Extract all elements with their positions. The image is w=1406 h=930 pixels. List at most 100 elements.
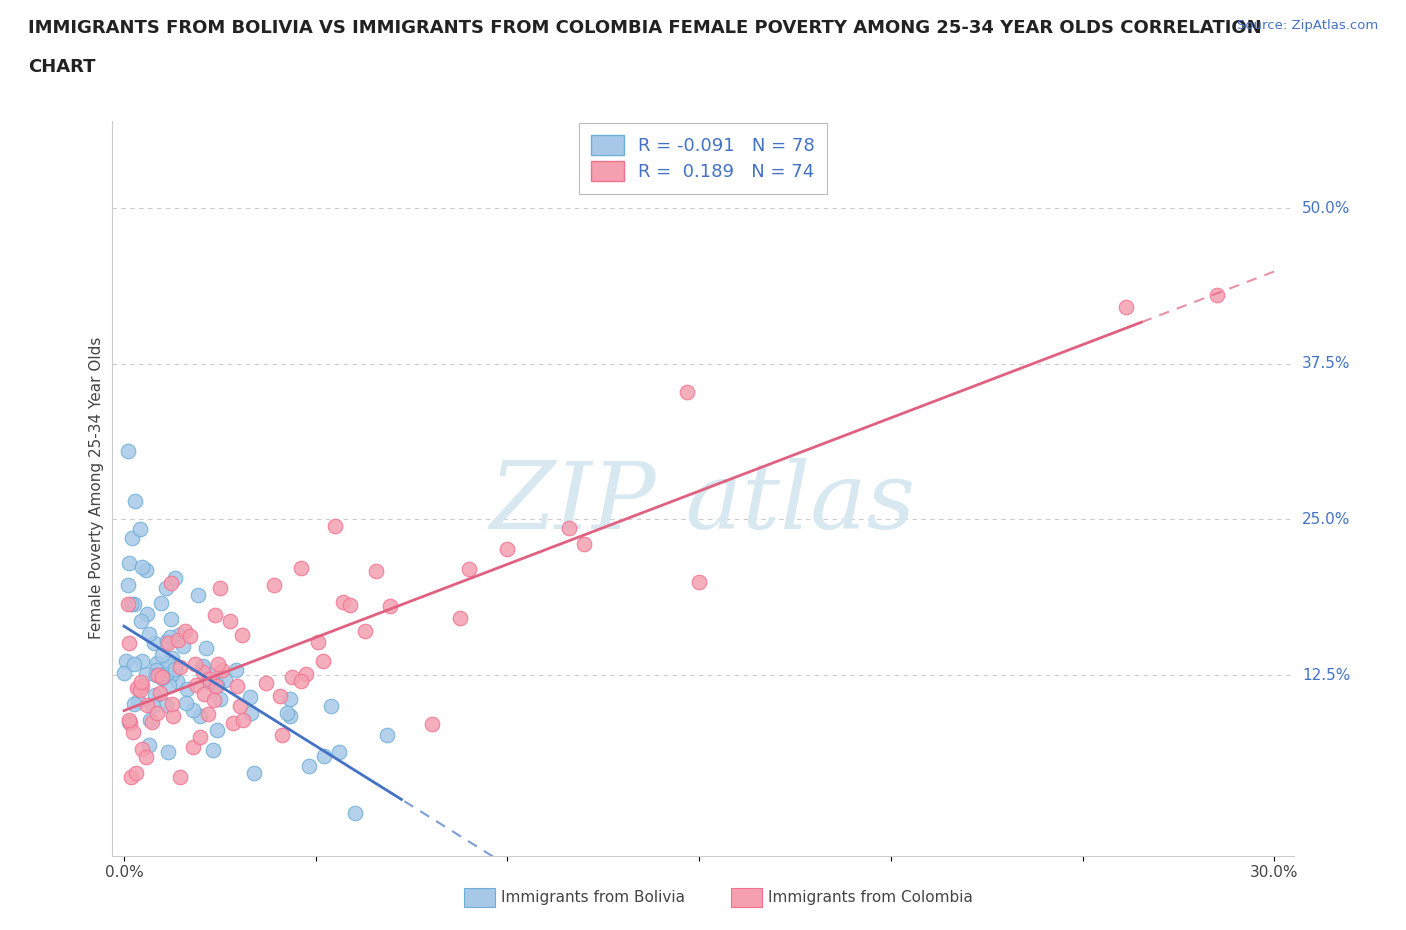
Point	[172, 639, 194, 654]
Point	[420, 717, 443, 732]
Point	[145, 662, 167, 677]
Point	[150, 671, 173, 685]
Point	[239, 690, 262, 705]
Point	[188, 709, 211, 724]
Point	[149, 595, 172, 610]
Point	[222, 715, 245, 730]
Point	[332, 594, 354, 609]
Point	[162, 709, 184, 724]
Point	[165, 658, 187, 673]
Point	[138, 627, 160, 642]
Point	[124, 493, 146, 508]
Point	[131, 741, 153, 756]
Point	[198, 671, 221, 686]
Point	[125, 681, 148, 696]
Point	[122, 697, 145, 711]
Point	[118, 715, 141, 730]
Point	[146, 705, 169, 720]
Point	[353, 623, 375, 638]
Point	[572, 537, 595, 551]
Point	[232, 712, 254, 727]
Point	[114, 654, 136, 669]
Point	[121, 531, 143, 546]
Point	[148, 668, 170, 683]
Point	[449, 611, 471, 626]
Point	[688, 574, 710, 589]
Point	[122, 596, 145, 611]
Point	[120, 770, 142, 785]
Point	[155, 667, 177, 682]
Point	[183, 739, 205, 754]
Point	[195, 640, 218, 655]
Point	[112, 666, 135, 681]
Point	[278, 691, 301, 706]
Point	[117, 444, 139, 458]
Point	[1115, 299, 1137, 314]
Point	[243, 765, 266, 780]
Point	[129, 614, 152, 629]
Point	[290, 561, 312, 576]
Point	[139, 712, 162, 727]
Point	[146, 656, 169, 671]
Point	[156, 633, 179, 648]
Point	[118, 636, 141, 651]
Text: 12.5%: 12.5%	[1302, 668, 1350, 683]
Point	[314, 749, 336, 764]
Point	[142, 698, 165, 713]
Point	[214, 672, 236, 687]
Point	[145, 687, 167, 702]
Point	[131, 679, 153, 694]
Point	[202, 692, 225, 707]
Point	[328, 745, 350, 760]
Text: ZIP atlas: ZIP atlas	[489, 458, 917, 548]
Point	[165, 662, 187, 677]
Text: Immigrants from Colombia: Immigrants from Colombia	[768, 890, 973, 905]
Point	[128, 683, 150, 698]
Point	[269, 689, 291, 704]
Point	[136, 606, 159, 621]
Point	[120, 716, 142, 731]
Point	[201, 742, 224, 757]
Text: 37.5%: 37.5%	[1302, 356, 1350, 371]
Point	[149, 668, 172, 683]
Point	[157, 745, 180, 760]
Point	[295, 667, 318, 682]
Point	[155, 580, 177, 595]
Point	[143, 636, 166, 651]
Point	[135, 750, 157, 764]
Point	[193, 659, 215, 674]
Point	[167, 632, 190, 647]
Point	[184, 657, 207, 671]
Point	[204, 608, 226, 623]
Point	[558, 521, 581, 536]
Text: IMMIGRANTS FROM BOLIVIA VS IMMIGRANTS FROM COLOMBIA FEMALE POVERTY AMONG 25-34 Y: IMMIGRANTS FROM BOLIVIA VS IMMIGRANTS FR…	[28, 19, 1261, 36]
Point	[131, 559, 153, 574]
Text: 50.0%: 50.0%	[1302, 201, 1350, 216]
Point	[208, 692, 231, 707]
Point	[138, 737, 160, 752]
Point	[344, 806, 367, 821]
Point	[198, 674, 221, 689]
Point	[135, 563, 157, 578]
Point	[270, 727, 292, 742]
Point	[219, 614, 242, 629]
Point	[176, 681, 198, 696]
Point	[159, 612, 181, 627]
Point	[122, 725, 145, 740]
Point	[120, 596, 142, 611]
Point	[339, 598, 361, 613]
Point	[496, 542, 519, 557]
Point	[160, 576, 183, 591]
Point	[150, 670, 173, 684]
Point	[191, 660, 214, 675]
Point	[179, 629, 201, 644]
Point	[290, 674, 312, 689]
Point	[229, 698, 252, 713]
Point	[149, 686, 172, 701]
Point	[377, 727, 399, 742]
Point	[366, 564, 388, 578]
Point	[225, 663, 247, 678]
Point	[145, 668, 167, 683]
Point	[319, 699, 342, 714]
Point	[225, 678, 247, 693]
